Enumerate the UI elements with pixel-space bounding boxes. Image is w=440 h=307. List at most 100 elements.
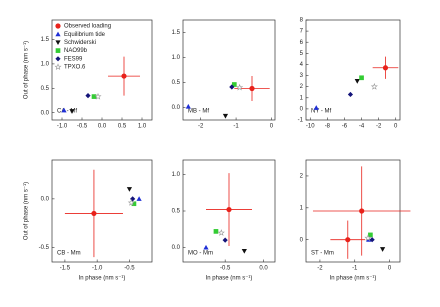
marker [185,103,191,109]
marker [55,31,61,37]
panel-label: NY - Mf [311,109,332,115]
marker [347,91,354,98]
marker [379,247,386,252]
x-tick-label: -2 [198,124,204,130]
y-tick-label: 6 [300,40,304,46]
y-tick-label: 0.5 [172,80,181,86]
marker [127,198,135,206]
y-tick-label: 0.0 [41,110,50,116]
plot-frame [51,159,153,263]
marker [126,187,133,192]
marker [131,201,137,207]
marker [136,196,142,201]
x-tick-label: -1.5 [60,266,71,272]
marker [359,75,364,81]
marker [364,234,372,242]
x-tick-label: -2 [317,266,323,272]
y-tick-label: 7 [300,29,304,35]
x-tick-label: 0.0 [259,266,268,272]
y-tick-label: -1 [298,118,304,124]
legend-label: TPXO.6 [64,65,86,71]
x-tick-label: 0.0 [98,124,107,130]
marker [368,232,373,238]
marker [55,56,61,62]
legend-label: Equilibrium tide [64,32,106,38]
marker [229,84,235,90]
marker [55,23,61,29]
marker [345,237,351,243]
marker [55,40,61,45]
y-tick-label: 1.0 [172,55,181,61]
legend-label: Observed loading [64,24,111,30]
panel-label: MB - Mf [188,109,209,115]
x-tick-label: -1.0 [92,266,103,272]
marker [203,244,209,250]
y-tick-label: 1.5 [172,30,181,36]
x-tick-label: -10 [306,124,315,130]
marker [217,229,225,236]
y-tick-label: 0.0 [172,105,181,111]
x-tick-label: -1.0 [57,124,68,130]
marker [69,109,75,114]
x-tick-label: -0.5 [124,266,135,272]
marker [354,79,360,84]
y-tick-label: 1.0 [172,172,181,178]
x-axis-label: In phase (nm s⁻¹) [79,276,126,282]
x-tick-label: -0.5 [220,266,231,272]
plot-frame [182,19,276,121]
x-tick-label: 0 [270,124,274,130]
panel-label: MO - Mm [188,251,213,257]
y-tick-label: 0 [300,237,304,243]
x-axis-label: In phase (nm s⁻¹) [206,276,253,282]
y-tick-label: 0.5 [172,209,181,215]
marker [94,92,102,100]
marker [55,48,61,53]
y-tick-label: 1.5 [41,37,50,43]
x-tick-label: -6 [342,124,348,130]
plot-frame [305,19,401,121]
y-tick-label: 2 [300,174,304,180]
marker [249,85,255,92]
marker [61,107,67,113]
y-tick-label: 1.0 [41,61,50,67]
y-tick-label: 0.0 [172,245,181,251]
marker [54,63,62,71]
marker [382,65,389,71]
x-tick-label: 0 [388,266,392,272]
panel-label: CA - Mf [57,109,77,115]
marker [85,93,91,99]
x-tick-label: -1 [352,266,358,272]
y-tick-label: 3 [300,73,304,79]
y-axis-label: Out of phase (nm s⁻¹) [24,41,30,99]
marker [359,208,365,214]
y-axis-label: Out of phase (nm s⁻¹) [24,182,30,240]
y-tick-label: 1 [300,95,304,101]
y-tick-label: 0.0 [41,196,50,202]
marker [241,248,247,254]
marker [313,105,319,110]
y-tick-label: 1 [300,205,304,211]
x-tick-label: -2 [376,124,382,130]
marker [213,229,219,234]
legend-label: FES99 [64,56,83,62]
marker [91,94,97,99]
y-tick-label: -0.5 [39,245,50,251]
marker [226,206,232,213]
marker [236,83,244,91]
y-tick-label: 0.5 [41,86,50,92]
x-tick-label: 1.0 [138,124,147,130]
marker [222,237,228,243]
marker [370,82,378,90]
y-tick-label: 0 [300,106,304,112]
y-tick-label: 8 [300,18,304,24]
y-tick-label: 4 [300,62,304,68]
x-tick-label: 0 [394,124,398,130]
y-tick-label: 5 [300,51,304,57]
x-axis-label: In phase (nm s⁻¹) [330,276,377,282]
x-tick-label: 0.5 [118,124,127,130]
marker [222,113,229,119]
x-tick-label: -1 [233,124,239,130]
x-tick-label: -8 [325,124,331,130]
marker [369,237,375,243]
